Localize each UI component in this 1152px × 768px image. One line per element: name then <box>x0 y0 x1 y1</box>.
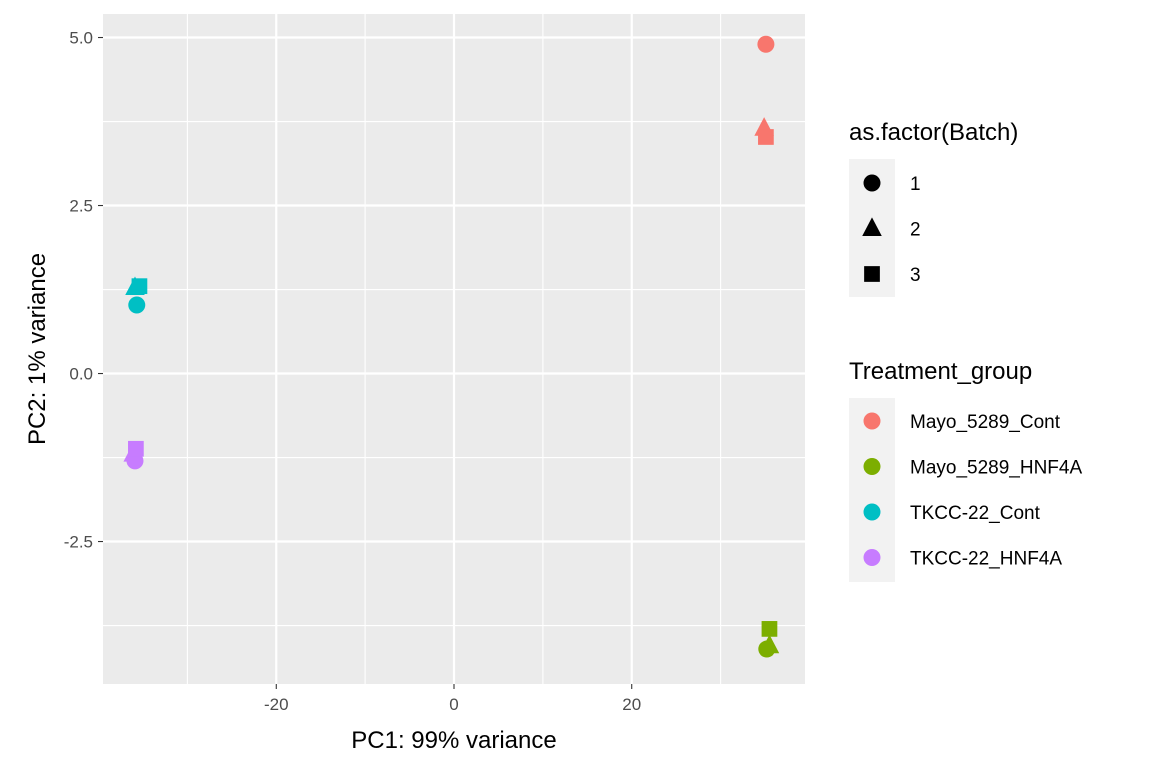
color-legend-title: Treatment_group <box>849 358 1032 385</box>
y-tick-label: 0.0 <box>69 365 93 384</box>
shape-legend-label: 2 <box>910 220 921 241</box>
data-points <box>123 35 780 658</box>
color-legend: Mayo_5289_Cont Mayo_5289_HNF4A TKCC-22_Con… <box>849 398 1082 582</box>
shape-legend-key <box>864 266 880 282</box>
x-tick-label: 20 <box>622 695 641 714</box>
data-point <box>758 129 774 145</box>
shape-legend: 1 2 3 <box>849 159 921 297</box>
color-legend-label: Mayo_5289_HNF4A <box>910 458 1082 479</box>
data-point <box>128 440 144 457</box>
x-axis-title: PC1: 99% variance <box>351 727 556 754</box>
shape-legend-title: as.factor(Batch) <box>849 119 1018 146</box>
shape-legend-label: 3 <box>910 265 921 286</box>
x-tick-label: -20 <box>264 695 289 714</box>
color-legend-key <box>863 458 881 475</box>
y-axis-title: PC2: 1% variance <box>24 253 51 445</box>
data-point <box>128 296 146 314</box>
color-legend-key <box>863 549 881 566</box>
data-point <box>761 621 778 637</box>
shape-legend-key <box>863 174 881 192</box>
color-legend-label: Mayo_5289_Cont <box>910 412 1061 433</box>
color-legend-label: TKCC-22_HNF4A <box>910 549 1062 570</box>
color-legend-label: TKCC-22_Cont <box>910 503 1041 524</box>
data-point <box>759 634 780 654</box>
y-tick-label: 5.0 <box>69 29 93 48</box>
shape-legend-label: 1 <box>910 174 921 195</box>
shape-legend-key <box>862 217 882 236</box>
color-legend-key <box>863 412 881 430</box>
data-point <box>131 278 148 295</box>
color-legend-key <box>863 503 881 521</box>
x-tick-label: 0 <box>449 695 458 714</box>
y-axis-ticks: 5.0 2.5 0.0 -2.5 <box>64 29 103 552</box>
y-tick-label: 2.5 <box>69 197 93 216</box>
data-point <box>757 35 775 53</box>
major-gridlines <box>103 14 805 684</box>
y-tick-label: -2.5 <box>64 533 93 552</box>
x-axis-ticks: -20 0 20 <box>264 684 641 714</box>
